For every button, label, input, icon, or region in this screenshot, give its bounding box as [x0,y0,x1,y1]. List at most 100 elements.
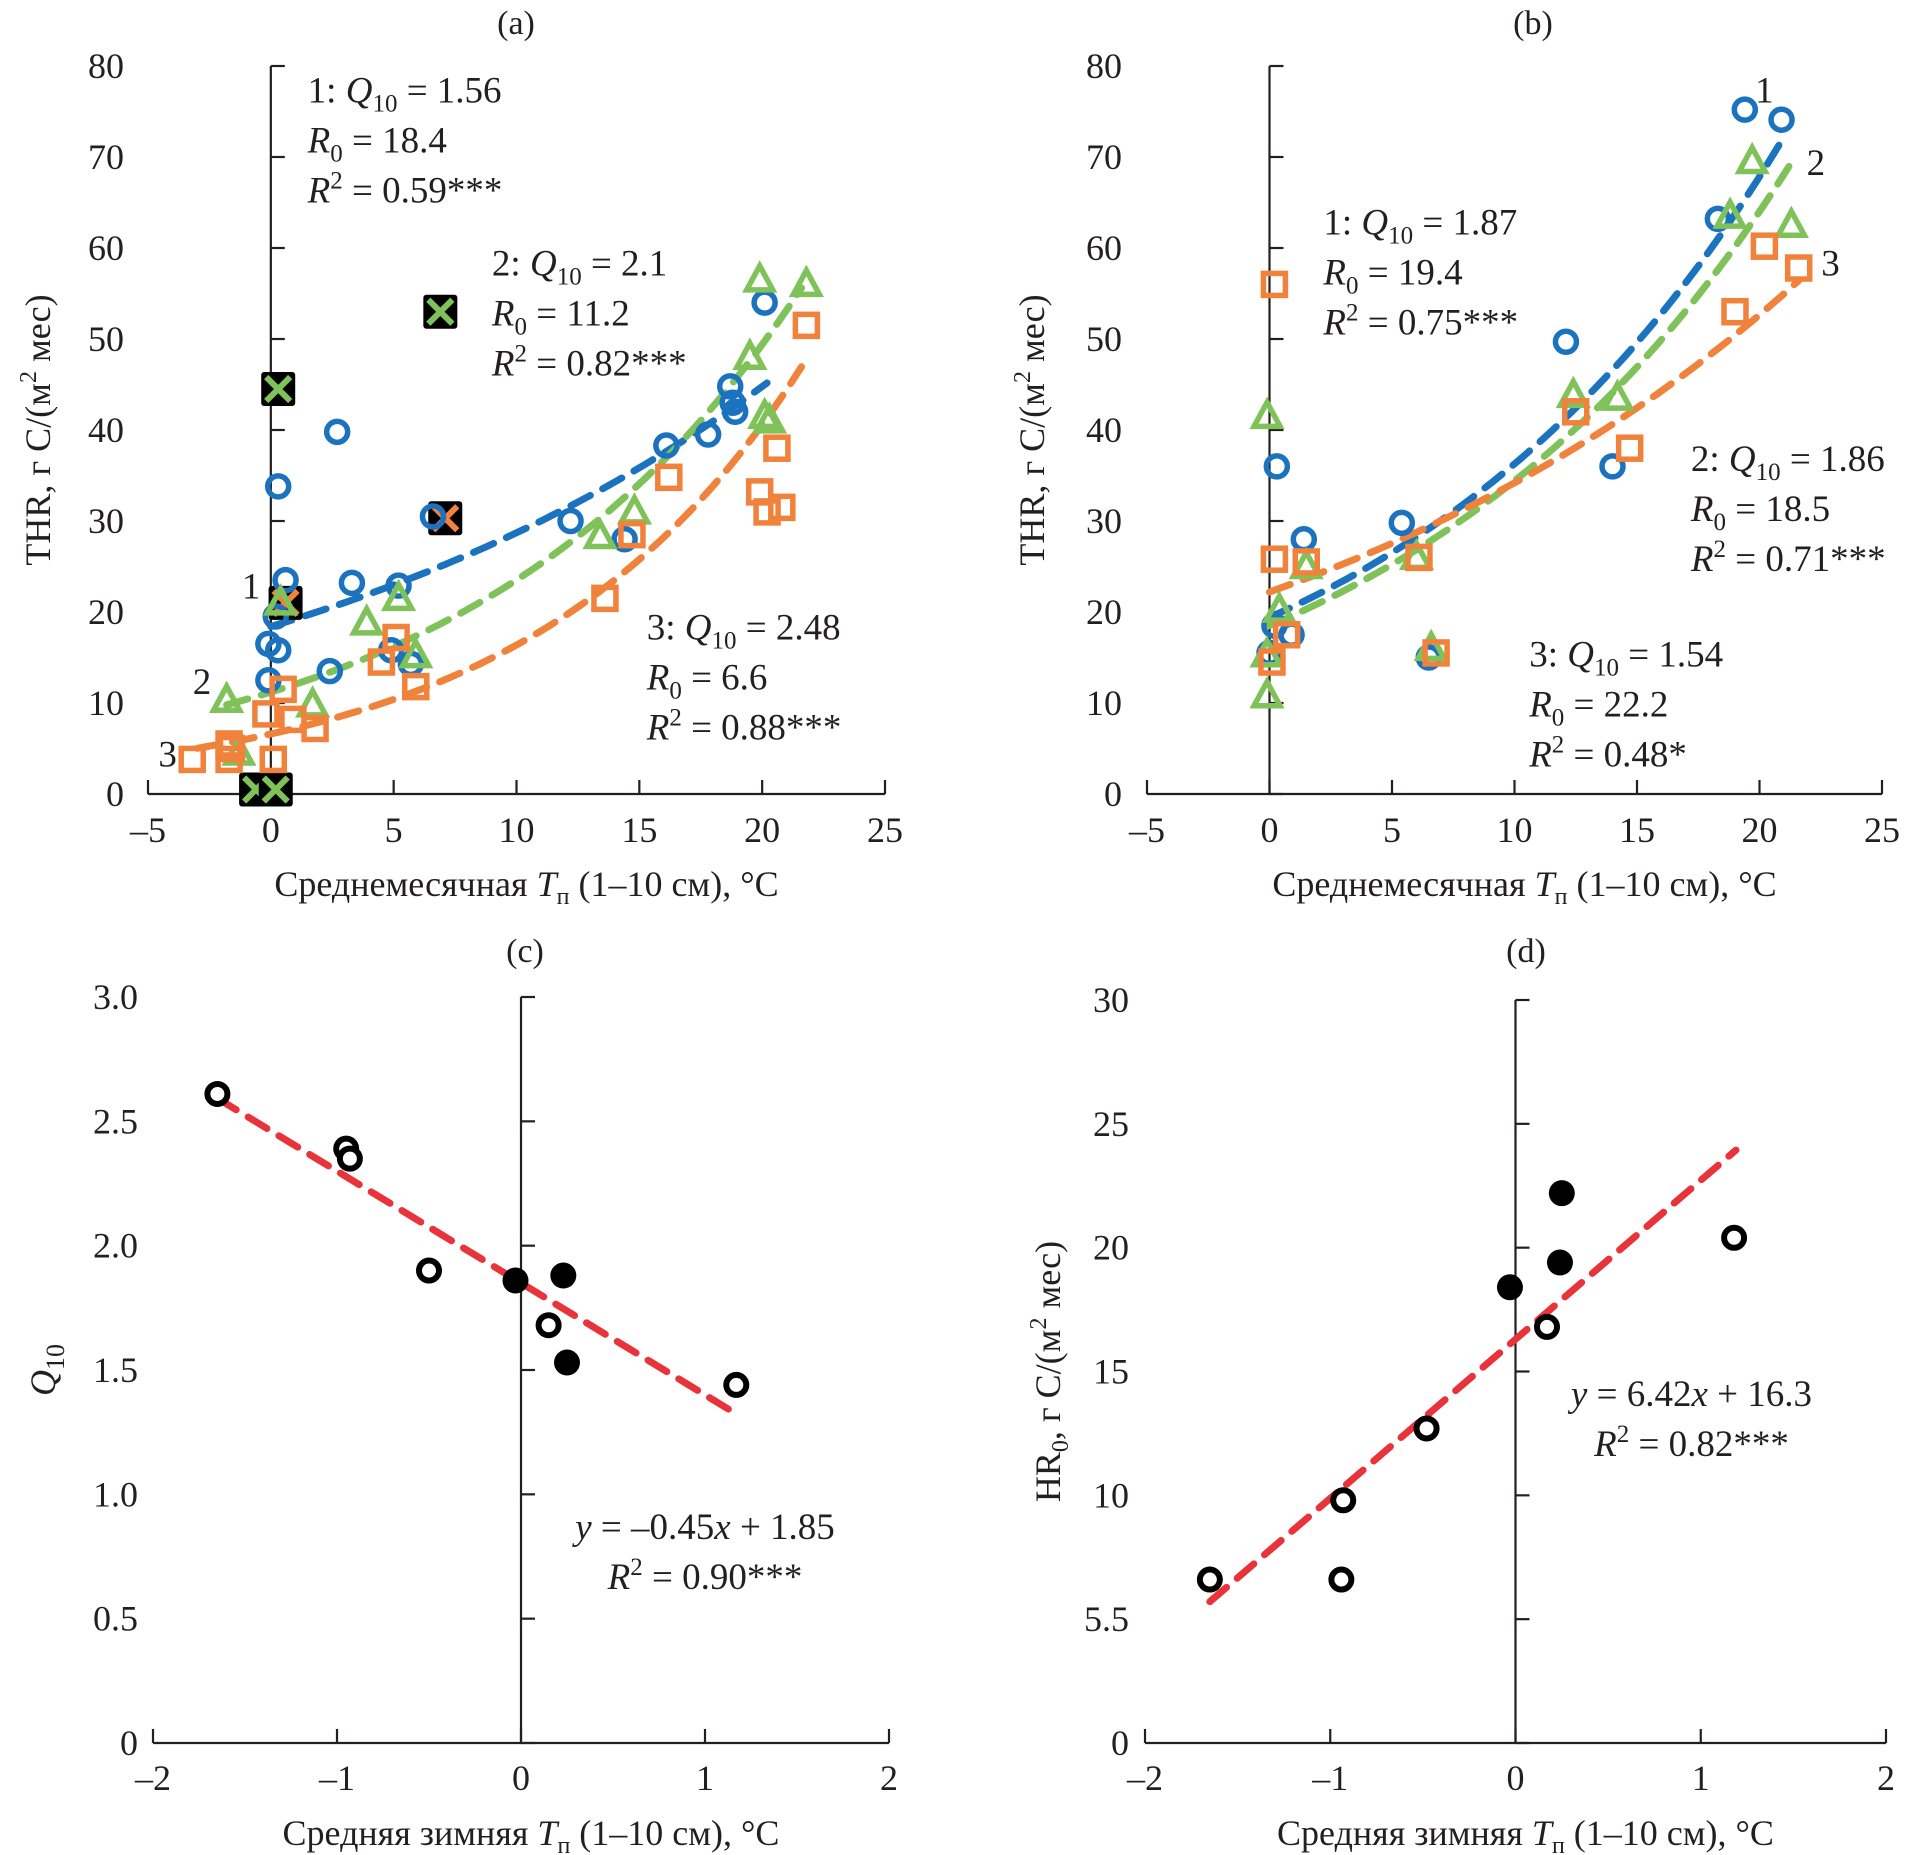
y-tick-label: 30 [1086,501,1122,541]
x-tick-label: 0 [512,1758,530,1798]
data-point-open [1413,1415,1440,1442]
fit-q-symbol: Q [1729,439,1756,480]
y-axis-title-text: мес) [1028,1241,1068,1318]
data-point-square [301,714,329,743]
eq-intercept: + 16.3 [1708,1374,1812,1415]
fit-curve-series-3 [193,363,805,752]
fit-q10-value: = 1.56 [397,70,501,111]
fit-r2-value: = 0.59*** [343,170,503,211]
y-tick-label: 10 [88,683,124,723]
fit-r2-text: R2 = 0.82*** [491,340,687,384]
data-point-triangle [263,583,299,616]
fit-q-symbol: Q [685,607,712,648]
data-point-circle [557,507,584,535]
series-label: 1 [1755,70,1774,111]
y-axis-title-text: THR, г C/(м [1012,383,1052,566]
fit-q-symbol: Q [530,243,557,284]
data-point-square [367,648,396,676]
data-point-filled [550,1262,577,1289]
fit-q10-value: = 1.54 [1619,635,1723,676]
fit-r0-value: = 18.5 [1726,489,1830,530]
y-axis-title: HR0, г C/(м2 мес) [1026,1241,1074,1502]
data-point-circle [1731,96,1759,123]
x-axis-title-sub: п [557,884,570,910]
data-point-open [1330,1487,1357,1514]
data-point-circle [653,432,680,459]
data-point-square [763,434,791,462]
data-point-triangle [751,401,788,434]
fit-r-sub: 0 [1552,705,1565,732]
data-point-circle [1552,328,1580,355]
regression-equation: y = –0.45x + 1.85 [571,1507,835,1548]
excluded-point-marker [258,772,293,807]
fit-curve-series-1 [267,379,771,631]
data-point-open [204,1080,231,1107]
y-tick-label: 0 [1104,774,1122,814]
data-point-circle [323,418,351,446]
x-axis-title-unit: (1–10 см), °C [1565,1813,1774,1853]
x-tick-label: –1 [1311,1758,1348,1798]
excluded-point-marker [423,294,458,329]
data-point-circle [694,421,722,448]
r2-sup: 2 [630,1554,643,1581]
data-point-square [1260,270,1289,299]
x-axis-title-unit: (1–10 см), °C [1567,864,1776,904]
data-point-square [178,745,206,774]
y-tick-label: 80 [1086,46,1122,86]
data-point-square [1272,621,1301,649]
x-tick-label: 15 [621,810,657,850]
data-point-square [402,672,430,701]
x-axis-title: Среднемесячная Tп (1–10 см), °C [274,864,778,910]
data-point-square [1258,648,1286,676]
data-point-square [591,584,619,613]
data-point-square [792,311,821,340]
panel-c: (c) –2 –1 0 1 2 0 0.5 1.0 1.5 2.0 2.5 3.0 Средняя зим… [23,933,898,1855]
fit-q10-value: = 1.86 [1781,439,1885,480]
data-point-square [259,745,288,774]
series-label: 2 [193,662,212,703]
x-tick-label: 25 [1864,810,1900,850]
fit-r-symbol: R [646,707,670,748]
fit-r0-value: = 18.4 [343,120,447,161]
y-tick-label: 0 [106,774,124,814]
fit-q10-text: 1: Q10 = 1.87 [1323,202,1517,249]
fit-r-symbol: R [307,120,331,161]
fit-r-sup: 2 [330,167,343,194]
fit-q-sub: 10 [1388,222,1413,249]
data-point-circle [338,569,366,597]
data-point-triangle [380,578,417,612]
data-point-circle [264,636,292,664]
fit-r0-text: R0 = 6.6 [646,657,768,704]
data-point-circle [316,657,344,685]
data-point-triangle [616,492,653,525]
data-point-triangle [349,603,385,636]
fit-r2-value: = 0.88*** [682,707,842,748]
y-axis-title-sup: 2 [1026,1318,1052,1330]
panel-label: (b) [1513,5,1553,42]
fit-r-symbol: R [1322,302,1346,343]
fit-r-sup: 2 [515,340,528,367]
x-axis-title-unit: (1–10 см), °C [570,1813,779,1853]
fit-r0-text: R0 = 11.2 [491,293,630,340]
y-tick-label: 60 [88,228,124,268]
eq-y: y [1567,1374,1588,1415]
data-point-square [269,675,297,704]
data-point-circle [1599,453,1626,480]
fit-r-symbol: R [1528,735,1552,776]
data-point-square [217,734,246,763]
series-label: 3 [1821,243,1840,284]
data-point-circle [419,503,447,530]
fit-r0-value: = 19.4 [1359,252,1463,293]
data-point-triangle [732,337,768,370]
y-tick-label: 1.5 [93,1350,138,1390]
fit-r0-value: = 22.2 [1564,685,1668,726]
eq-y: y [571,1507,592,1548]
y-tick-label: 30 [88,501,124,541]
fit-r-sup: 2 [669,704,682,731]
y-axis-title-sub: 0 [1048,1440,1074,1452]
data-point-square [618,520,646,549]
eq-intercept: + 1.85 [731,1507,835,1548]
fit-r-sup: 2 [1346,299,1359,326]
x-axis-title-sub: п [1552,1833,1565,1855]
